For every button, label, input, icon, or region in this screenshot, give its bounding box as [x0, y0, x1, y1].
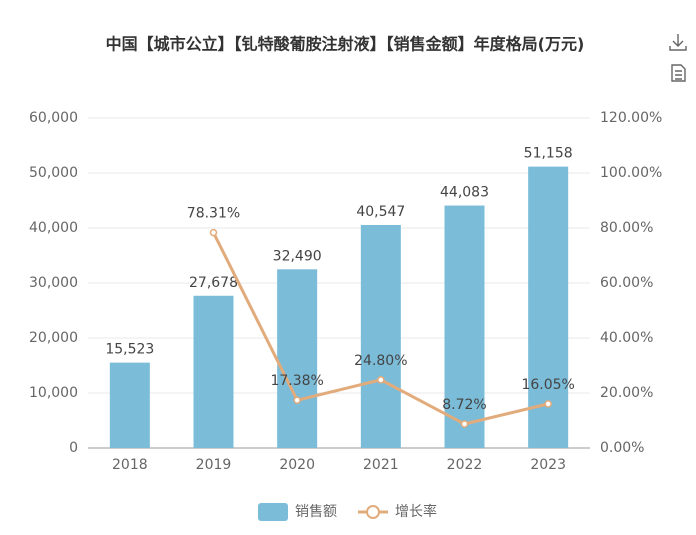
download-icon[interactable] [669, 34, 687, 51]
bar [360, 224, 401, 448]
data-label: 44,083 [440, 185, 489, 201]
legend-label: 销售额 [295, 504, 337, 520]
x-tick-label: 2022 [447, 457, 483, 473]
data-label: 16.05% [521, 377, 574, 393]
y-tick-label: 0 [69, 440, 78, 456]
x-tick-label: 2023 [530, 457, 566, 473]
point [209, 228, 218, 237]
x-tick-label: 2020 [279, 457, 315, 473]
x-tick-label: 2019 [196, 457, 232, 473]
data-label: 27,678 [189, 275, 238, 291]
y2-tick-label: 0.00% [600, 440, 644, 456]
y2-tick-label: 120.00% [600, 110, 662, 126]
data-view-glyph [671, 64, 686, 82]
data-view-icon[interactable] [671, 64, 686, 82]
point [293, 396, 301, 404]
data-label: 32,490 [273, 248, 322, 264]
data-label: 40,547 [356, 204, 405, 220]
y2-tick-label: 80.00% [600, 220, 653, 236]
legend-swatch [258, 503, 288, 521]
data-label: 17.38% [270, 373, 323, 389]
y2-tick-label: 60.00% [600, 275, 653, 291]
y-tick-label: 60,000 [29, 110, 78, 126]
x-tick-label: 2021 [363, 457, 399, 473]
y-tick-label: 10,000 [29, 385, 78, 401]
point [460, 420, 469, 428]
bar [277, 269, 318, 448]
point [377, 376, 385, 384]
y2-tick-label: 100.00% [600, 165, 662, 181]
chart-title: 中国【城市公立】【钆特酸葡胺注射液】【销售金额】年度格局(万元) [106, 35, 585, 54]
data-label: 51,158 [524, 146, 573, 162]
y-tick-label: 40,000 [29, 220, 78, 236]
bar [444, 205, 485, 448]
point [544, 400, 552, 408]
legend-label: 增长率 [395, 503, 437, 520]
legend-marker [366, 505, 380, 519]
y-tick-label: 50,000 [29, 165, 78, 181]
data-label: 78.31% [187, 206, 240, 222]
x-tick-label: 2018 [112, 457, 148, 473]
download-glyph [669, 34, 687, 51]
data-label: 15,523 [105, 342, 154, 358]
data-label: 24.80% [354, 353, 407, 369]
y2-tick-label: 20.00% [600, 385, 653, 401]
y-tick-label: 20,000 [29, 330, 78, 346]
y2-tick-label: 40.00% [600, 330, 653, 346]
bar [193, 295, 234, 448]
y-tick-label: 30,000 [29, 275, 78, 291]
bar [109, 362, 150, 448]
data-label: 8.72% [442, 397, 486, 413]
